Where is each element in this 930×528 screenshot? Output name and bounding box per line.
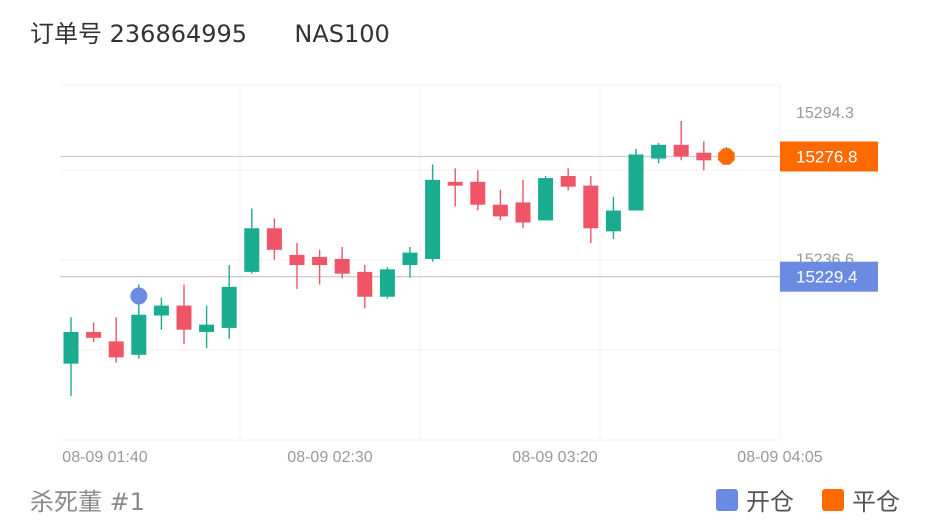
candle-body: [108, 341, 124, 358]
legend: 开仓 平仓: [688, 482, 900, 517]
candle-body: [583, 185, 599, 229]
candle-body: [651, 144, 667, 159]
candle-body: [560, 176, 576, 187]
candle-body: [605, 210, 621, 232]
candle-body: [492, 204, 508, 217]
candle-body: [131, 314, 147, 355]
legend-close-label: 平仓: [852, 488, 900, 516]
x-tick-label: 08-09 01:40: [62, 449, 148, 466]
candle-body: [628, 154, 644, 211]
candle-body: [696, 152, 712, 161]
candle-body: [153, 305, 169, 316]
order-number: 236864995: [109, 20, 248, 48]
candle-body: [289, 254, 305, 266]
candle-body: [266, 228, 282, 250]
legend-close-swatch: [822, 488, 844, 511]
open-price-tag: [780, 261, 878, 292]
order-label: 订单号: [30, 20, 102, 48]
candle-body: [379, 269, 395, 297]
candle-body: [515, 202, 531, 223]
x-tick-label: 08-09 03:20: [512, 449, 598, 466]
candle-body: [199, 324, 215, 332]
candle-body: [447, 181, 463, 186]
candle-body: [673, 144, 689, 157]
x-tick-label: 08-09 02:30: [287, 449, 373, 466]
candle-body: [334, 258, 350, 274]
candle-body: [425, 179, 441, 259]
symbol: NAS100: [294, 20, 390, 48]
close-price-tag: [780, 141, 878, 172]
candle-body: [312, 256, 328, 266]
candle-body: [538, 178, 554, 221]
candle-body: [244, 228, 260, 272]
candle-body: [402, 252, 418, 266]
candle-body: [221, 286, 237, 328]
y-tick-label: 15294.3: [796, 105, 854, 122]
candle-body: [86, 331, 102, 338]
header: 订单号 236864995 NAS100: [30, 14, 390, 49]
x-tick-label: 08-09 04:05: [737, 449, 823, 466]
open-marker: [130, 287, 148, 305]
candle-body: [357, 271, 373, 297]
legend-open-swatch: [716, 488, 738, 511]
candle-body: [470, 181, 486, 205]
candle-body: [63, 331, 79, 364]
strategy-title: 杀死董 #1: [30, 488, 146, 516]
candle-body: [176, 305, 192, 330]
open-price-tag-label: 15229.4: [796, 268, 857, 287]
close-marker: [718, 148, 735, 165]
close-price-tag-label: 15276.8: [796, 148, 857, 167]
legend-open-label: 开仓: [746, 488, 794, 516]
legend-open: 开仓: [716, 482, 794, 517]
legend-close: 平仓: [822, 482, 900, 517]
